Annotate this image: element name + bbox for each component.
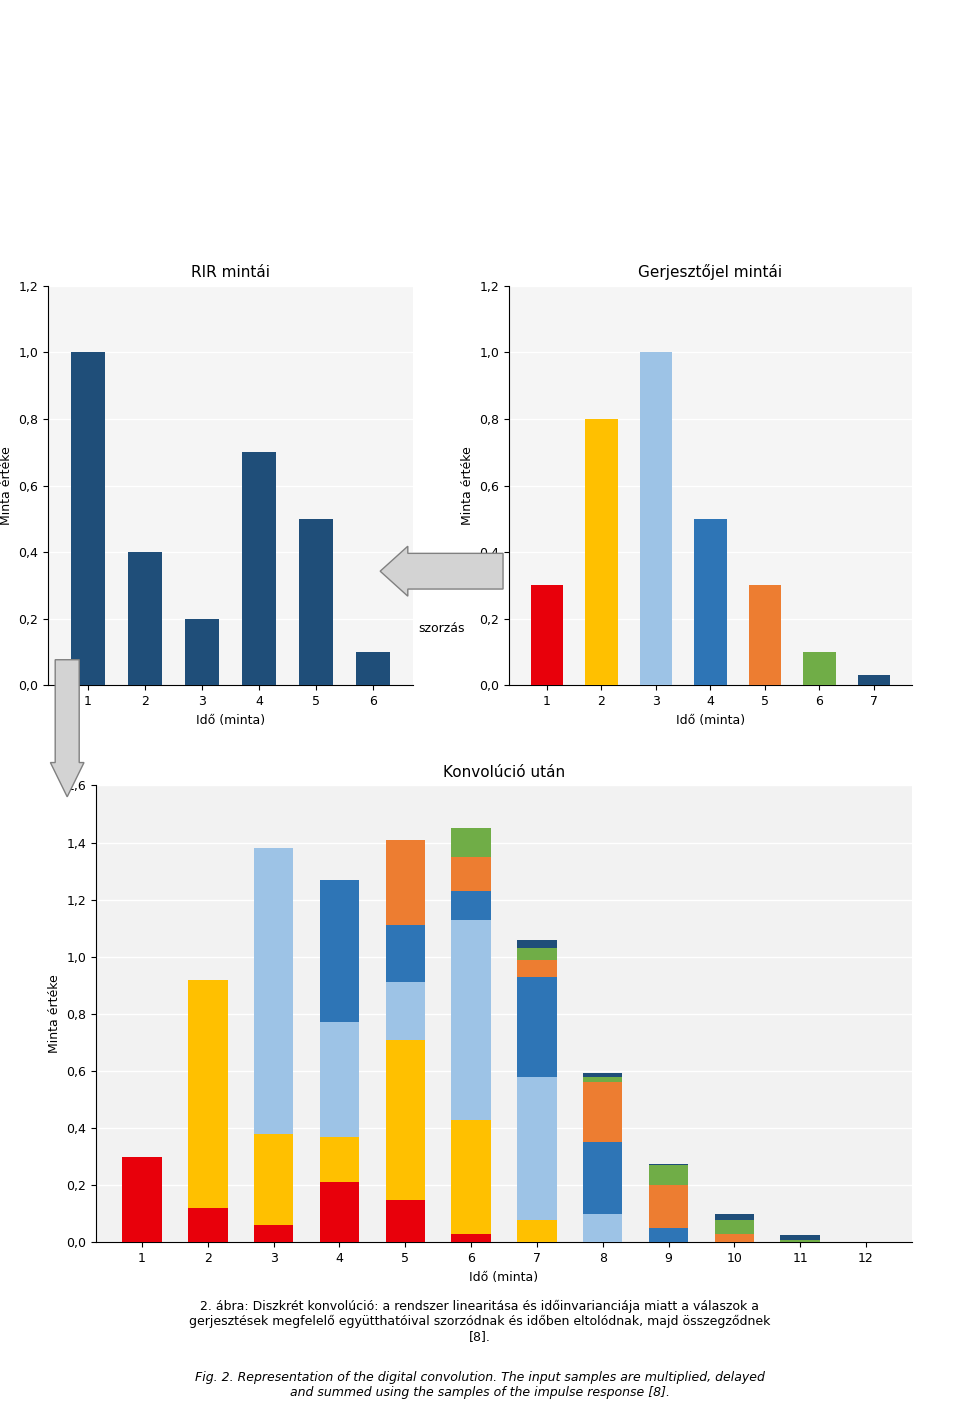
Bar <box>188 1208 228 1242</box>
Bar <box>320 1137 359 1182</box>
Bar <box>451 891 491 920</box>
Bar <box>386 840 425 925</box>
Bar <box>714 1220 754 1234</box>
Bar <box>780 1235 820 1240</box>
X-axis label: Idő (minta): Idő (minta) <box>196 714 265 727</box>
Bar <box>320 880 359 1022</box>
Bar <box>531 585 564 685</box>
Bar <box>585 418 618 685</box>
Y-axis label: Minta értéke: Minta értéke <box>48 974 60 1054</box>
Bar <box>71 353 105 685</box>
Bar <box>451 1120 491 1234</box>
Y-axis label: Minta értéke: Minta értéke <box>461 446 473 526</box>
Bar <box>857 675 890 685</box>
Bar <box>320 1022 359 1137</box>
Text: 2. ábra: Diszkrét konvolúció: a rendszer linearitása és időinvarianciája miatt a: 2. ábra: Diszkrét konvolúció: a rendszer… <box>189 1299 771 1342</box>
Bar <box>694 518 727 685</box>
FancyArrow shape <box>51 660 84 797</box>
Bar <box>188 980 228 1208</box>
Bar <box>517 977 557 1077</box>
Bar <box>649 1228 688 1242</box>
Bar <box>517 1220 557 1242</box>
X-axis label: Idő (minta): Idő (minta) <box>676 714 745 727</box>
Bar <box>803 653 836 685</box>
Bar <box>714 1234 754 1242</box>
Bar <box>517 948 557 960</box>
X-axis label: Idő (minta): Idő (minta) <box>469 1271 539 1284</box>
Y-axis label: Minta értéke: Minta értéke <box>0 446 12 526</box>
Bar <box>386 1200 425 1242</box>
Title: RIR mintái: RIR mintái <box>191 266 270 280</box>
Bar <box>583 1082 622 1142</box>
Bar <box>583 1142 622 1214</box>
Bar <box>649 1164 688 1165</box>
Bar <box>386 925 425 982</box>
Bar <box>451 1234 491 1242</box>
Bar <box>649 1165 688 1185</box>
Bar <box>451 920 491 1120</box>
Bar <box>299 518 333 685</box>
Title: Gerjesztőjel mintái: Gerjesztőjel mintái <box>638 264 782 280</box>
Bar <box>780 1240 820 1242</box>
Bar <box>254 1134 294 1225</box>
Bar <box>386 1040 425 1200</box>
Bar <box>749 585 781 685</box>
Bar <box>242 453 276 685</box>
Bar <box>122 1157 162 1242</box>
Bar <box>583 1077 622 1082</box>
Bar <box>320 1182 359 1242</box>
Bar <box>386 982 425 1040</box>
Bar <box>128 553 162 685</box>
Bar <box>517 1077 557 1220</box>
Bar <box>583 1074 622 1077</box>
Bar <box>451 828 491 857</box>
Bar <box>254 1225 294 1242</box>
Bar <box>639 353 672 685</box>
FancyArrow shape <box>380 545 503 597</box>
Bar <box>254 848 294 1134</box>
Text: Fig. 2. Representation of the digital convolution. The input samples are multipl: Fig. 2. Representation of the digital co… <box>195 1371 765 1399</box>
Bar <box>517 940 557 948</box>
Bar <box>649 1185 688 1228</box>
Title: Konvolúció után: Konvolúció után <box>443 765 565 780</box>
Text: szorzás: szorzás <box>419 623 465 635</box>
Bar <box>517 960 557 977</box>
Bar <box>451 857 491 891</box>
Bar <box>583 1214 622 1242</box>
Bar <box>184 618 219 685</box>
Bar <box>356 653 390 685</box>
Bar <box>714 1214 754 1220</box>
